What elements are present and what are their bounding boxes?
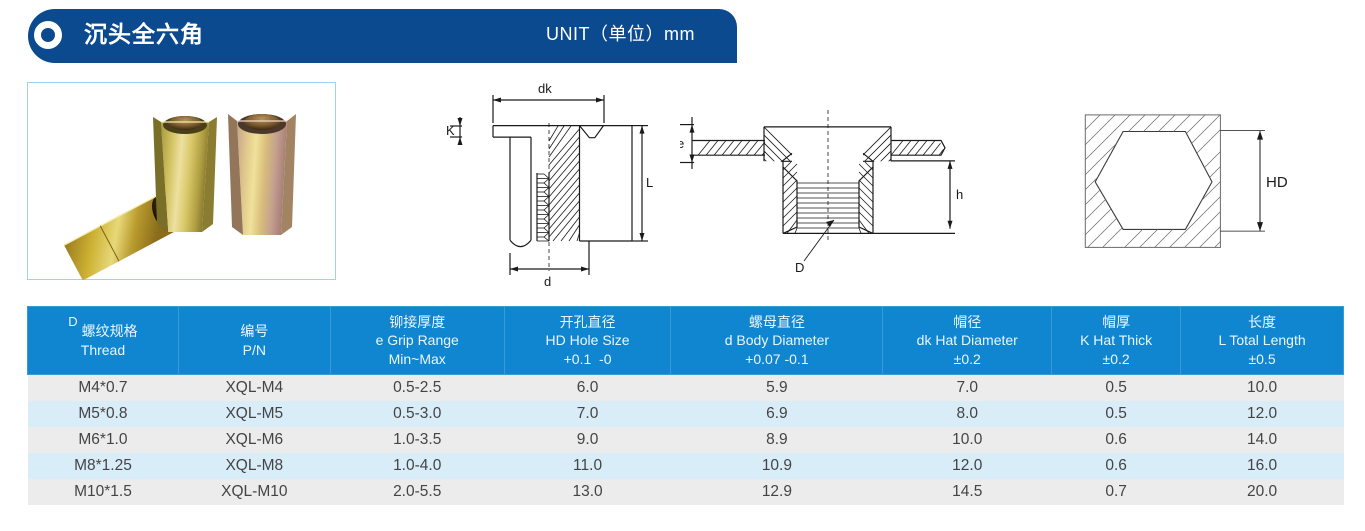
svg-text:e: e (680, 136, 684, 151)
svg-text:d: d (544, 274, 551, 289)
svg-text:K: K (446, 123, 455, 138)
svg-text:dk: dk (538, 81, 552, 96)
svg-text:L: L (646, 175, 653, 190)
svg-text:HD: HD (1266, 174, 1288, 191)
svg-text:h: h (956, 187, 963, 202)
svg-text:D: D (795, 260, 804, 275)
